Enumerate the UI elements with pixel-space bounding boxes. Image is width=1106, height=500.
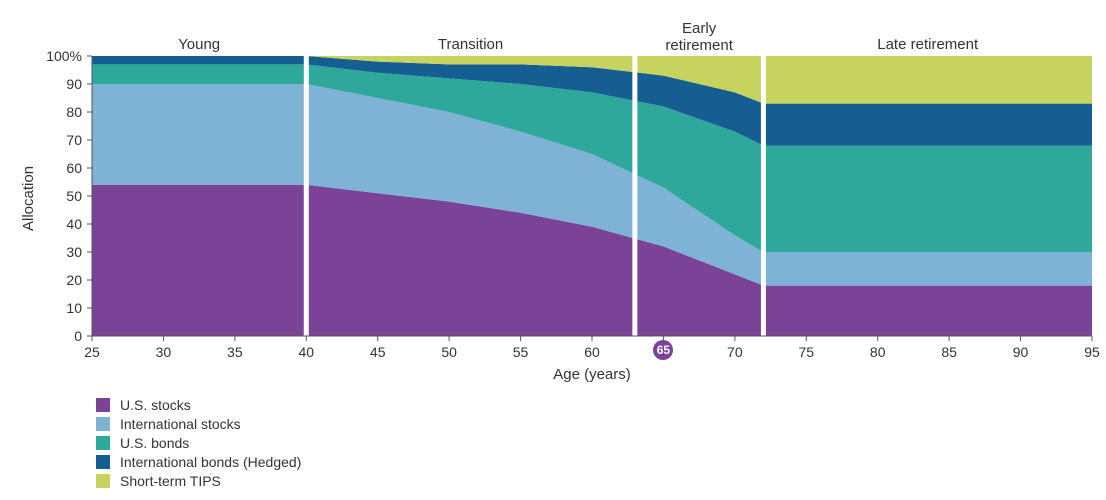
y-tick-label: 60 (0, 160, 82, 176)
legend-item: U.S. bonds (96, 435, 301, 451)
legend-swatch (96, 436, 110, 450)
x-tick-label: 40 (286, 344, 326, 360)
legend-swatch (96, 398, 110, 412)
x-tick-label: 50 (429, 344, 469, 360)
phase-label: Early retirement (599, 20, 799, 54)
x-tick-label: 25 (72, 344, 112, 360)
legend-item: U.S. stocks (96, 397, 301, 413)
y-tick-label: 90 (0, 76, 82, 92)
x-tick-label: 55 (501, 344, 541, 360)
legend-swatch (96, 455, 110, 469)
x-tick-label: 35 (215, 344, 255, 360)
phase-label: Late retirement (828, 36, 1028, 53)
legend-item: Short-term TIPS (96, 473, 301, 489)
legend-swatch (96, 417, 110, 431)
y-tick-label: 50 (0, 188, 82, 204)
y-tick-label: 0 (0, 328, 82, 344)
x-tick-label: 80 (858, 344, 898, 360)
legend-swatch (96, 474, 110, 488)
legend: U.S. stocks International stocks U.S. bond… (96, 394, 301, 492)
legend-label: Short-term TIPS (120, 473, 221, 489)
x-tick-label: 75 (786, 344, 826, 360)
x-tick-label: 85 (929, 344, 969, 360)
x-tick-label: 95 (1072, 344, 1106, 360)
y-tick-label: 80 (0, 104, 82, 120)
legend-item: International bonds (Hedged) (96, 454, 301, 470)
x-tick-label: 30 (143, 344, 183, 360)
x-tick-label: 60 (572, 344, 612, 360)
x-tick-label: 90 (1001, 344, 1041, 360)
y-tick-label: 70 (0, 132, 82, 148)
legend-label: International stocks (120, 416, 241, 432)
y-tick-label: 100% (0, 48, 82, 64)
x-tick-label: 45 (358, 344, 398, 360)
y-tick-label: 30 (0, 244, 82, 260)
y-tick-label: 20 (0, 272, 82, 288)
x-tick-label: 70 (715, 344, 755, 360)
legend-label: International bonds (Hedged) (120, 454, 301, 470)
x-axis-label: Age (years) (492, 366, 692, 383)
legend-label: U.S. bonds (120, 435, 189, 451)
legend-item: International stocks (96, 416, 301, 432)
y-tick-label: 10 (0, 300, 82, 316)
legend-label: U.S. stocks (120, 397, 191, 413)
glide-path-chart: { "chart": { "type": "area-stacked", "ba… (0, 0, 1106, 500)
y-tick-label: 40 (0, 216, 82, 232)
phase-label: Transition (371, 36, 571, 53)
phase-label: Young (99, 36, 299, 53)
